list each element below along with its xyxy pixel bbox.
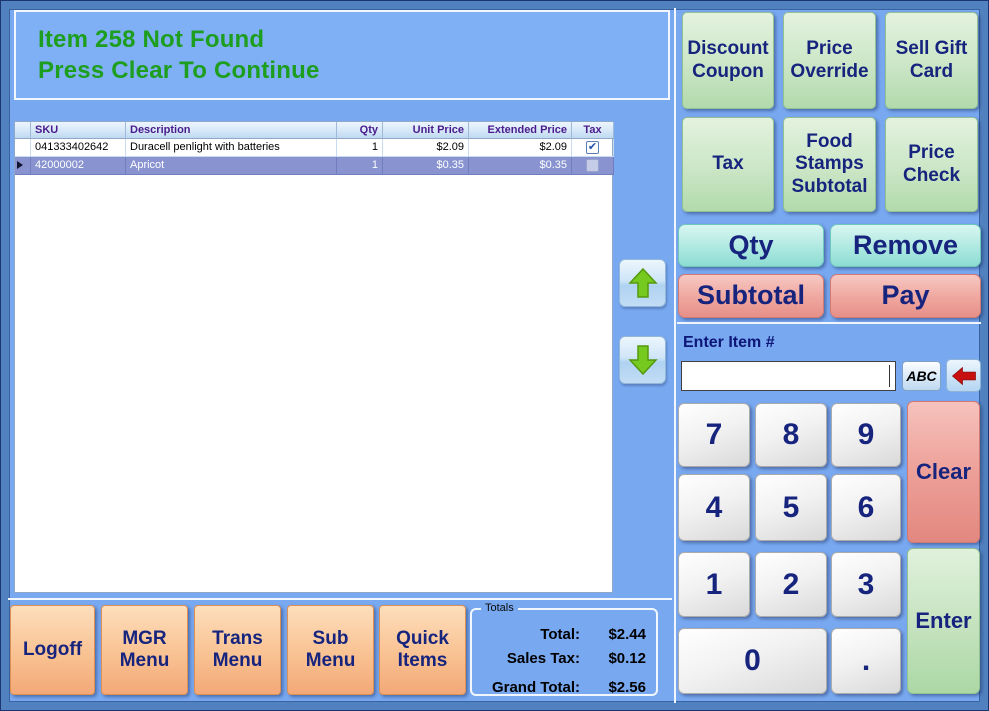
status-message-line2: Press Clear To Continue [38, 57, 320, 84]
keypad-3[interactable]: 3 [831, 552, 901, 617]
remove-button[interactable]: Remove [830, 224, 981, 267]
subtotal-button[interactable]: Subtotal [678, 274, 824, 318]
keypad-5[interactable]: 5 [755, 474, 827, 541]
cell-sku: 041333402642 [31, 139, 126, 157]
food-stamps-subtotal-button[interactable]: Food Stamps Subtotal [783, 117, 876, 212]
keypad-1[interactable]: 1 [678, 552, 750, 617]
keypad-4[interactable]: 4 [678, 474, 750, 541]
checkbox-checked-icon[interactable]: ✔ [586, 141, 599, 154]
red-back-arrow-icon [951, 366, 976, 385]
totals-title: Totals [481, 602, 518, 614]
cell-description: Duracell penlight with batteries [126, 139, 337, 157]
clear-button[interactable]: Clear [907, 401, 980, 543]
totals-group-box: Totals Total: $2.44 Sales Tax: $0.12 Gra… [470, 602, 658, 696]
sub-menu-button[interactable]: Sub Menu [287, 605, 374, 695]
price-check-button[interactable]: Price Check [885, 117, 978, 212]
up-arrow-icon [627, 267, 658, 298]
enter-button[interactable]: Enter [907, 548, 980, 694]
tax-button[interactable]: Tax [682, 117, 774, 212]
cell-qty: 1 [337, 157, 383, 175]
cell-extended-price: $0.35 [469, 157, 572, 175]
horizontal-divider-right [677, 322, 981, 324]
table-header-row: SKU Description Qty Unit Price Extended … [15, 122, 614, 139]
table-header-gutter [15, 122, 31, 139]
table-row[interactable]: 041333402642 Duracell penlight with batt… [15, 139, 614, 157]
grand-total-value: $2.56 [608, 679, 646, 696]
checkbox-unchecked-icon[interactable] [586, 159, 599, 172]
keypad-8[interactable]: 8 [755, 403, 827, 467]
totals-grid: Total: $2.44 Sales Tax: $0.12 Grand Tota… [472, 610, 656, 700]
keypad-6[interactable]: 6 [831, 474, 901, 541]
sell-gift-card-button[interactable]: Sell Gift Card [885, 12, 978, 109]
logoff-button[interactable]: Logoff [10, 605, 95, 695]
sales-tax-value: $0.12 [608, 650, 646, 667]
scroll-down-button[interactable] [619, 336, 666, 384]
keypad-decimal[interactable]: . [831, 628, 901, 694]
scroll-up-button[interactable] [619, 259, 666, 307]
vertical-divider [674, 8, 676, 703]
keypad-9[interactable]: 9 [831, 403, 901, 467]
qty-button[interactable]: Qty [678, 224, 824, 267]
column-header-tax[interactable]: Tax [572, 122, 614, 139]
discount-coupon-button[interactable]: Discount Coupon [682, 12, 774, 109]
enter-item-label: Enter Item # [683, 334, 775, 351]
cell-tax: ✔ [572, 139, 614, 157]
sales-tax-label: Sales Tax: [506, 650, 580, 667]
column-header-qty[interactable]: Qty [337, 122, 383, 139]
cell-extended-price: $2.09 [469, 139, 572, 157]
backspace-button[interactable] [946, 359, 981, 392]
horizontal-divider-left [8, 598, 672, 600]
status-message-line1: Item 258 Not Found [38, 26, 265, 53]
keypad-0[interactable]: 0 [678, 628, 827, 694]
abc-keyboard-button[interactable]: ABC [902, 361, 941, 391]
cell-description: Apricot [126, 157, 337, 175]
column-header-extended-price[interactable]: Extended Price [469, 122, 572, 139]
price-override-button[interactable]: Price Override [783, 12, 876, 109]
cell-tax [572, 157, 614, 175]
item-number-input[interactable] [681, 361, 896, 391]
row-selector-icon [17, 161, 23, 169]
total-value: $2.44 [608, 626, 646, 643]
column-header-sku[interactable]: SKU [31, 122, 126, 139]
column-header-description[interactable]: Description [126, 122, 337, 139]
table-row-selected[interactable]: 42000002 Apricot 1 $0.35 $0.35 [15, 157, 614, 175]
row-selector-cell [15, 157, 31, 175]
keypad-7[interactable]: 7 [678, 403, 750, 467]
cell-unit-price: $0.35 [383, 157, 469, 175]
cell-sku: 42000002 [31, 157, 126, 175]
text-caret [889, 365, 890, 387]
total-label: Total: [540, 626, 580, 643]
down-arrow-icon [627, 345, 658, 376]
cell-unit-price: $2.09 [383, 139, 469, 157]
transaction-table: SKU Description Qty Unit Price Extended … [14, 121, 614, 593]
quick-items-button[interactable]: Quick Items [379, 605, 466, 695]
status-message-panel: Item 258 Not Found Press Clear To Contin… [14, 10, 670, 100]
grand-total-label: Grand Total: [491, 679, 580, 696]
mgr-menu-button[interactable]: MGR Menu [101, 605, 188, 695]
column-header-unit-price[interactable]: Unit Price [383, 122, 469, 139]
trans-menu-button[interactable]: Trans Menu [194, 605, 281, 695]
cell-qty: 1 [337, 139, 383, 157]
pay-button[interactable]: Pay [830, 274, 981, 318]
keypad-2[interactable]: 2 [755, 552, 827, 617]
row-selector-cell [15, 139, 31, 157]
